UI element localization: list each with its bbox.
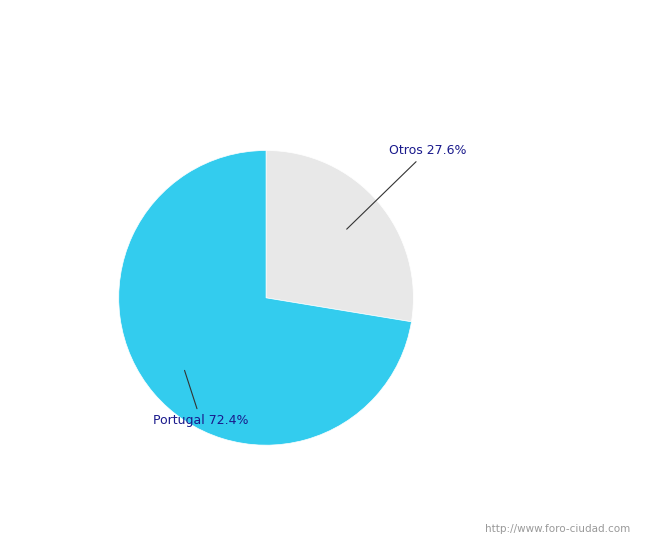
Text: Torregamones - Turistas extranjeros según país - Abril de 2024: Torregamones - Turistas extranjeros segú… [65,17,585,35]
Text: http://www.foro-ciudad.com: http://www.foro-ciudad.com [486,524,630,534]
Wedge shape [266,151,413,322]
Text: Otros 27.6%: Otros 27.6% [346,144,466,229]
Text: Portugal 72.4%: Portugal 72.4% [153,370,248,427]
Wedge shape [119,151,411,445]
